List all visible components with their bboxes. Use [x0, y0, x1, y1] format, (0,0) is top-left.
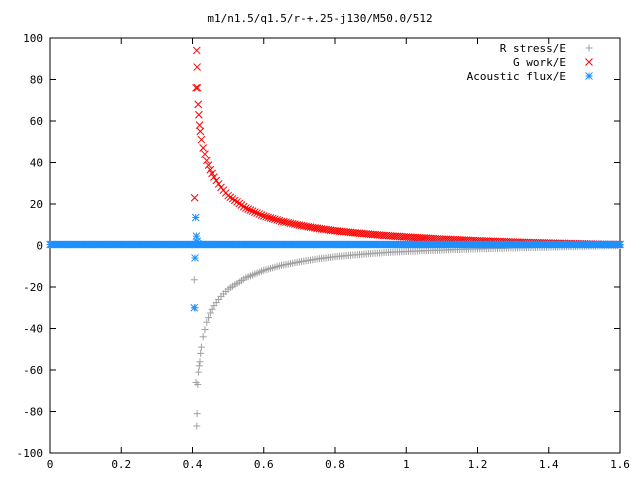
- x-tick-label: 0.8: [325, 458, 345, 471]
- data-point: [248, 207, 257, 215]
- data-point: [268, 214, 277, 223]
- data-point: [202, 156, 211, 165]
- plot-marks: [46, 46, 624, 430]
- data-point: [191, 254, 199, 262]
- y-tick-label: -20: [23, 281, 43, 294]
- data-point: [197, 349, 205, 357]
- data-point: [201, 150, 209, 159]
- data-point: [196, 127, 205, 136]
- data-point: [286, 219, 295, 228]
- x-tick-label: 0: [47, 458, 54, 471]
- chart-title: m1/n1.5/q1.5/r-+.25-j130/M50.0/512: [207, 12, 432, 25]
- data-point: [208, 169, 216, 178]
- x-tick-label: 1: [403, 458, 410, 471]
- data-point: [284, 218, 293, 227]
- x-tick-label: 0.6: [254, 458, 274, 471]
- x-tick-label: 1.2: [468, 458, 488, 471]
- y-tick-label: 0: [36, 240, 43, 253]
- data-point: [195, 362, 203, 370]
- data-point: [271, 215, 279, 224]
- data-point: [616, 240, 624, 249]
- data-point: [275, 216, 284, 225]
- data-point: [191, 213, 200, 222]
- y-tick-label: 20: [30, 198, 43, 211]
- data-point: [195, 110, 203, 119]
- data-point: [291, 220, 299, 229]
- data-point: [194, 100, 203, 109]
- x-tick-label: 1.4: [539, 458, 559, 471]
- data-point: [250, 208, 259, 216]
- legend-label: G work/E: [513, 56, 566, 69]
- data-point: [192, 83, 200, 92]
- x-tick-label: 1.6: [610, 458, 630, 471]
- y-tick-label: -40: [23, 323, 43, 336]
- data-point: [194, 381, 202, 389]
- data-point: [192, 46, 201, 55]
- data-point: [210, 173, 218, 181]
- data-point: [193, 410, 201, 418]
- data-point: [208, 305, 216, 313]
- legend-marker: [585, 72, 593, 80]
- legend-label: Acoustic flux/E: [467, 70, 566, 83]
- y-tick-label: 80: [30, 74, 43, 87]
- data-point: [196, 358, 204, 366]
- y-tick-label: 40: [30, 157, 43, 170]
- data-point: [193, 63, 201, 71]
- data-point: [190, 193, 199, 202]
- data-point: [195, 121, 204, 130]
- data-point: [242, 204, 250, 213]
- data-point: [273, 216, 281, 224]
- data-point: [257, 211, 266, 219]
- data-point: [212, 176, 221, 185]
- data-point: [199, 144, 208, 152]
- series-0: [190, 242, 624, 430]
- data-point: [193, 239, 202, 248]
- legend-marker: [585, 58, 593, 66]
- data-point: [214, 180, 223, 188]
- y-tick-label: 100: [23, 32, 43, 45]
- y-tick-label: -100: [17, 447, 44, 460]
- data-point: [255, 210, 264, 218]
- data-point: [253, 209, 261, 217]
- data-point: [244, 205, 253, 213]
- data-point: [190, 303, 199, 312]
- data-point: [193, 422, 201, 430]
- x-tick-label: 0.4: [183, 458, 203, 471]
- data-point: [264, 213, 273, 222]
- legend-marker: [585, 44, 593, 52]
- data-point: [203, 318, 211, 326]
- y-tick-label: -80: [23, 406, 43, 419]
- series-1: [190, 46, 624, 249]
- y-tick-label: -60: [23, 364, 43, 377]
- data-point: [199, 333, 207, 341]
- data-point: [259, 212, 268, 220]
- data-point: [193, 237, 201, 246]
- data-point: [279, 217, 288, 226]
- data-point: [262, 212, 270, 221]
- data-point: [205, 314, 213, 322]
- data-point: [197, 343, 205, 351]
- series-2: [46, 213, 624, 312]
- data-point: [192, 232, 201, 241]
- data-point: [282, 218, 290, 227]
- legend-label: R stress/E: [500, 42, 566, 55]
- data-point: [190, 276, 198, 284]
- y-tick-label: 60: [30, 115, 43, 128]
- data-point: [206, 309, 214, 317]
- data-point: [246, 206, 255, 214]
- data-point: [206, 165, 215, 174]
- data-point: [197, 135, 206, 144]
- data-point: [204, 161, 213, 169]
- data-point: [195, 368, 203, 376]
- data-point: [277, 217, 286, 226]
- data-point: [193, 83, 202, 92]
- data-point: [288, 219, 297, 228]
- data-point: [201, 326, 209, 334]
- x-tick-label: 0.2: [111, 458, 131, 471]
- data-point: [266, 214, 275, 222]
